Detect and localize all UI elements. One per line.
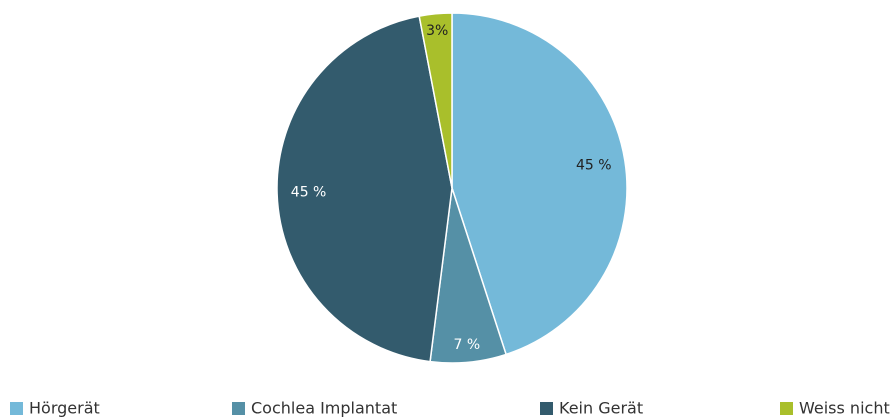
- legend-swatch: [10, 402, 23, 415]
- legend-swatch: [780, 402, 793, 415]
- data-label: 45 %: [576, 158, 612, 174]
- legend-label: Hörgerät: [29, 399, 100, 418]
- legend-label: Cochlea Implantat: [251, 399, 397, 418]
- pie-slice: [451, 12, 628, 356]
- pie-slice: [418, 12, 453, 189]
- pie-slice: [276, 15, 453, 363]
- data-label: 45 %: [291, 185, 327, 201]
- legend-label: Weiss nicht: [799, 399, 890, 418]
- data-label: 7 %: [453, 337, 480, 353]
- legend-swatch: [232, 402, 245, 415]
- legend-label: Kein Gerät: [559, 399, 643, 418]
- legend-swatch: [540, 402, 553, 415]
- data-label: 3%: [426, 23, 448, 39]
